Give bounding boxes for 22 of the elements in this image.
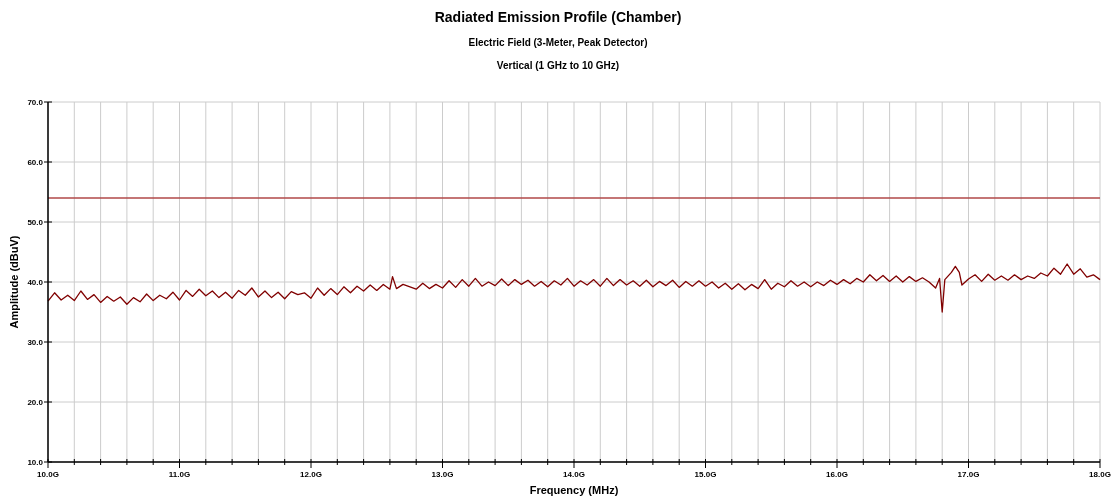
chart-title: Radiated Emission Profile (Chamber) bbox=[434, 9, 682, 25]
chart-subtitle: Electric Field (3-Meter, Peak Detector) bbox=[468, 37, 648, 48]
x-tick-label: 11.0G bbox=[168, 470, 191, 479]
y-tick-label: 20.0 bbox=[27, 398, 44, 407]
y-tick-label: 50.0 bbox=[27, 218, 44, 227]
y-tick-label: 30.0 bbox=[27, 338, 44, 347]
text: Vertical (1 GHz to 10 GHz) bbox=[496, 60, 620, 71]
x-tick-label: 10.0G bbox=[37, 470, 59, 479]
x-tick-label: 18.0G bbox=[1089, 470, 1111, 479]
y-tick-label: 60.0 bbox=[27, 158, 44, 167]
y-tick-label: 40.0 bbox=[27, 278, 44, 287]
x-tick-label: 12.0G bbox=[300, 470, 322, 479]
x-tick-label: 13.0G bbox=[431, 470, 454, 479]
y-axis-title: Amplitude (dBuV) bbox=[8, 235, 20, 329]
x-tick-label: 14.0G bbox=[563, 470, 585, 479]
y-tick-label: 10.0 bbox=[27, 458, 44, 467]
y-tick-label: 70.0 bbox=[27, 98, 44, 107]
x-tick-label: 15.0G bbox=[694, 470, 717, 479]
line-series bbox=[47, 263, 1101, 313]
x-tick-label: 16.0G bbox=[826, 470, 848, 479]
x-axis-title: Frequency (MHz) bbox=[529, 484, 619, 496]
x-tick-label: 17.0G bbox=[957, 470, 980, 479]
